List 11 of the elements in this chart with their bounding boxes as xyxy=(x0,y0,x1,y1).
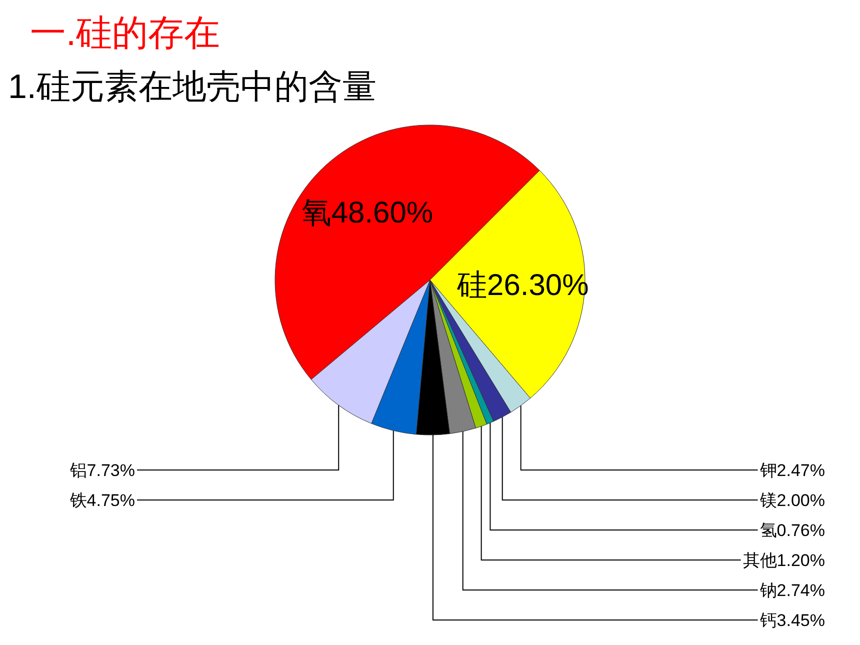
slice-label: 铁4.75% xyxy=(68,491,135,510)
slice-label: 钾2.47% xyxy=(758,461,825,480)
slice-label: 氧48.60% xyxy=(301,196,434,230)
slice-label: 氢0.76% xyxy=(760,521,825,540)
slice-label: 铝7.73% xyxy=(68,461,135,480)
slice-label: 镁2.00% xyxy=(758,491,825,510)
slice-label: 其他1.20% xyxy=(742,551,825,570)
chart-subtitle: 1.硅元素在地壳中的含量 xyxy=(8,68,376,106)
slice-label: 钙3.45% xyxy=(758,611,825,630)
slice-label: 钠2.74% xyxy=(758,581,825,600)
chart-title: 一.硅的存在 xyxy=(30,12,220,53)
